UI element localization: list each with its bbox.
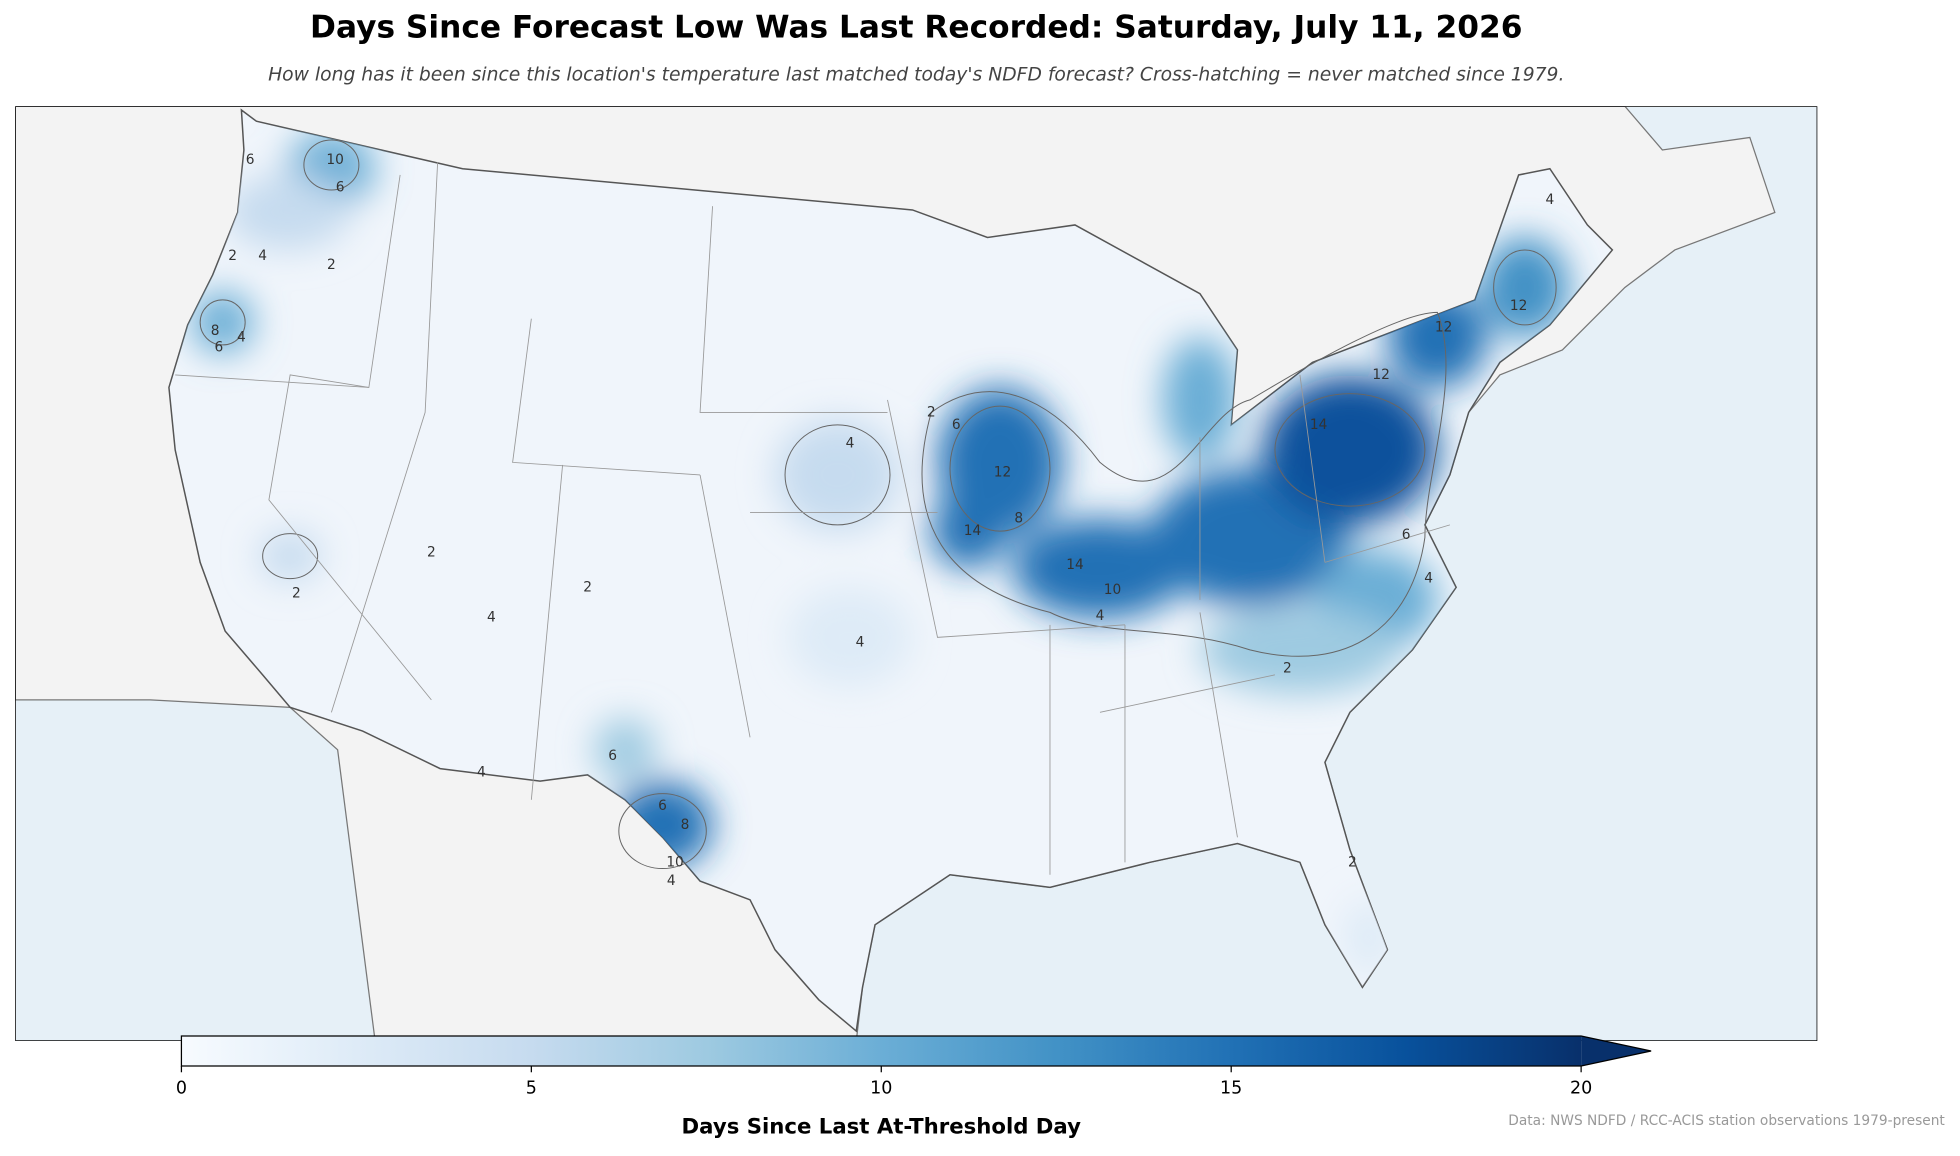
state-lines [175, 162, 1451, 875]
contour-label: 2 [327, 257, 336, 273]
contour-label: 4 [487, 609, 496, 625]
colorbar-extension [1581, 1036, 1652, 1067]
contour-label: 4 [667, 873, 676, 889]
contour-label: 2 [292, 586, 301, 602]
subtitle: How long has it been since this location… [268, 64, 1564, 85]
contour-label: 6 [952, 417, 961, 433]
contour-label: 2 [228, 248, 237, 264]
contour-label: 4 [856, 634, 865, 650]
contour-label: 2 [583, 579, 592, 595]
colorbar-tick-label: 5 [526, 1079, 537, 1099]
colorbar-label: Days Since Last At-Threshold Day [682, 1114, 1082, 1139]
contour-label: 4 [1424, 571, 1433, 587]
colorbar-outline [180, 1035, 1652, 1067]
colorbar-tick-label: 0 [176, 1079, 187, 1099]
contour-label: 2 [927, 404, 936, 420]
contour-label: 2 [1348, 854, 1357, 870]
contour-label: 6 [246, 152, 255, 168]
contours [199, 139, 1557, 870]
contour-label: 6 [1402, 527, 1411, 543]
contour-label: 8 [681, 817, 690, 833]
contour-label: 4 [477, 764, 486, 780]
shading [191, 131, 1569, 975]
contour-label: 6 [215, 339, 224, 355]
title: Days Since Forecast Low Was Last Recorde… [310, 10, 1522, 46]
colorbar-tick-label: 20 [1570, 1079, 1592, 1099]
colorbar-tick-label: 10 [870, 1079, 892, 1099]
contour-label: 6 [658, 798, 667, 814]
contour-label: 2 [1283, 661, 1292, 677]
contour-label: 6 [608, 748, 617, 764]
contour-label: 14 [1066, 557, 1083, 573]
contour-label: 10 [666, 854, 683, 870]
contour-label: 4 [1546, 192, 1555, 208]
contour-label: 12 [1372, 367, 1389, 383]
contour-label: 6 [336, 179, 345, 195]
contour-label: 12 [994, 464, 1011, 480]
contour-label: 8 [211, 323, 220, 339]
contour-label: 4 [258, 248, 267, 264]
contour-label: 2 [427, 544, 436, 560]
contour-label: 12 [1435, 319, 1452, 335]
contour-label: 4 [237, 329, 246, 345]
colorbar-gradient [181, 1036, 1582, 1067]
colorbar: 0 5 10 15 20 [176, 1035, 1652, 1099]
contour-label: 10 [326, 152, 343, 168]
contour-label: 14 [1310, 417, 1327, 433]
colorbar-tick-label: 15 [1220, 1079, 1242, 1099]
contour-label: 12 [1510, 298, 1527, 314]
contour-label: 10 [1104, 582, 1121, 598]
source-note: Data: NWS NDFD / RCC-ACIS station observ… [1508, 1113, 1945, 1129]
contour-label: 4 [1096, 608, 1105, 624]
contour-label: 4 [846, 436, 855, 452]
contour-label: 8 [1014, 511, 1023, 527]
contour-label: 14 [964, 523, 981, 539]
us-outline [168, 108, 1614, 1033]
